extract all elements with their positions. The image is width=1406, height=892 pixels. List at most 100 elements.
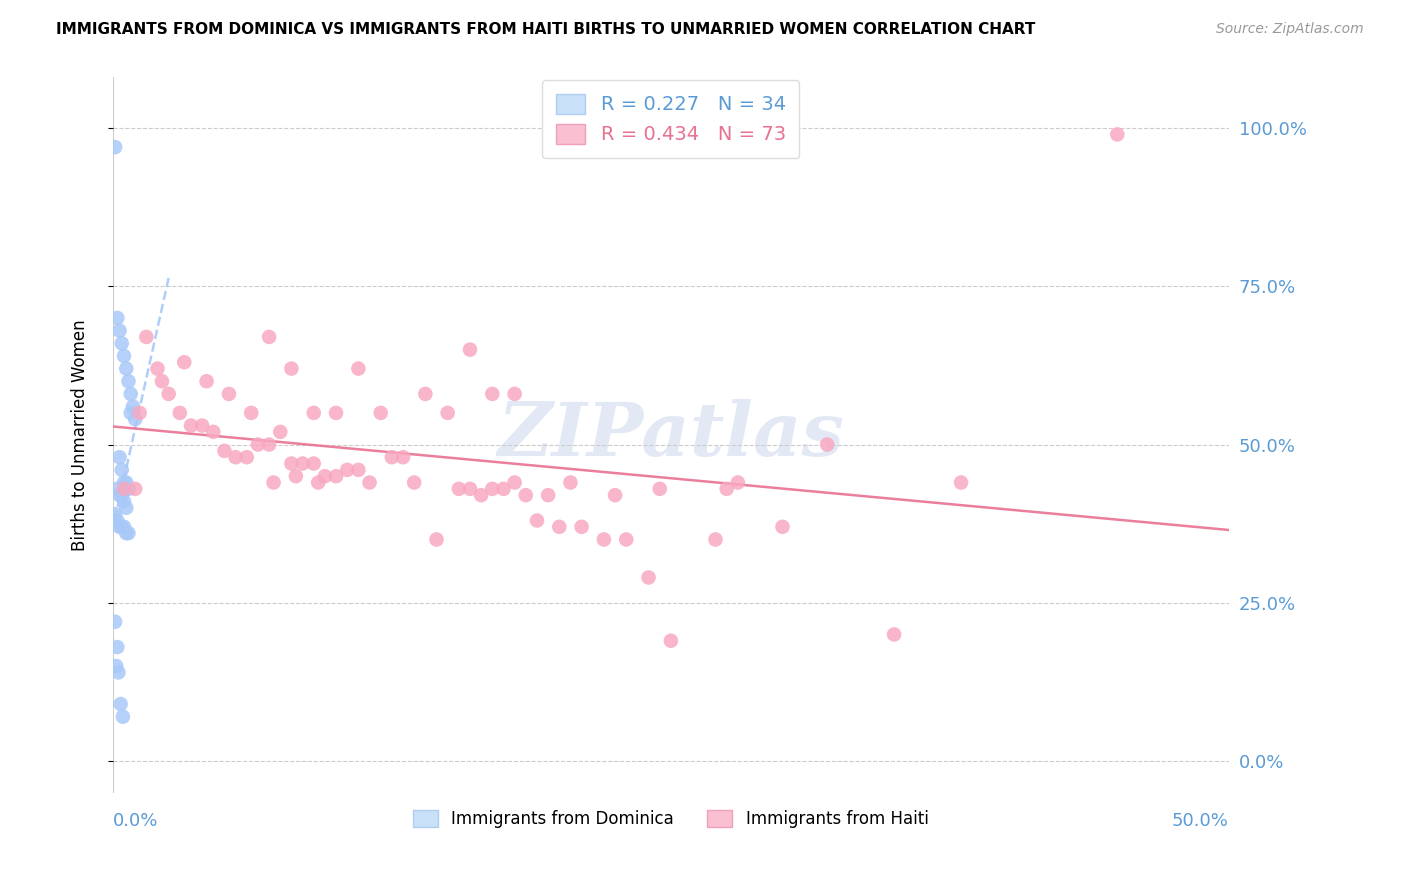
Point xyxy=(104,140,127,154)
Point xyxy=(110,697,132,711)
Point xyxy=(108,520,131,534)
Point xyxy=(336,463,359,477)
Point xyxy=(370,406,392,420)
Point xyxy=(108,324,131,338)
Point xyxy=(117,482,139,496)
Text: 0.0%: 0.0% xyxy=(112,812,159,830)
Point xyxy=(191,418,214,433)
Point xyxy=(105,310,128,325)
Point xyxy=(280,457,302,471)
Point xyxy=(481,482,503,496)
Point xyxy=(111,709,134,723)
Point xyxy=(481,387,503,401)
Point xyxy=(314,469,336,483)
Point xyxy=(503,387,526,401)
Point xyxy=(112,482,135,496)
Point xyxy=(105,640,128,654)
Point xyxy=(263,475,285,490)
Point xyxy=(302,406,325,420)
Point xyxy=(128,406,150,420)
Point xyxy=(883,627,905,641)
Point xyxy=(108,450,131,465)
Point xyxy=(291,457,314,471)
Point xyxy=(704,533,727,547)
Point xyxy=(347,361,370,376)
Point xyxy=(236,450,259,465)
Point xyxy=(240,406,263,420)
Point xyxy=(727,475,749,490)
Point xyxy=(415,387,437,401)
Point xyxy=(214,443,236,458)
Point xyxy=(571,520,593,534)
Point xyxy=(269,425,291,439)
Point xyxy=(108,488,131,502)
Point xyxy=(404,475,426,490)
Point xyxy=(202,425,225,439)
Point xyxy=(195,374,218,388)
Point xyxy=(112,494,135,508)
Point xyxy=(772,520,794,534)
Point xyxy=(169,406,191,420)
Point xyxy=(115,526,138,541)
Point xyxy=(307,475,329,490)
Point xyxy=(218,387,240,401)
Point xyxy=(637,570,659,584)
Point xyxy=(150,374,173,388)
Point xyxy=(157,387,180,401)
Point xyxy=(135,330,157,344)
Point xyxy=(284,469,307,483)
Point xyxy=(347,463,370,477)
Y-axis label: Births to Unmarried Women: Births to Unmarried Women xyxy=(72,319,89,551)
Point xyxy=(115,361,138,376)
Point xyxy=(526,514,548,528)
Point xyxy=(381,450,404,465)
Point xyxy=(503,475,526,490)
Point xyxy=(115,475,138,490)
Point xyxy=(325,469,347,483)
Point xyxy=(280,361,302,376)
Point xyxy=(107,665,129,680)
Point xyxy=(105,659,128,673)
Point xyxy=(117,374,139,388)
Point xyxy=(124,482,146,496)
Text: Source: ZipAtlas.com: Source: ZipAtlas.com xyxy=(1216,22,1364,37)
Point xyxy=(392,450,415,465)
Point xyxy=(470,488,492,502)
Point xyxy=(120,387,142,401)
Point xyxy=(120,406,142,420)
Point xyxy=(614,533,637,547)
Point xyxy=(603,488,626,502)
Point xyxy=(492,482,515,496)
Point xyxy=(447,482,470,496)
Point xyxy=(111,463,134,477)
Point xyxy=(104,507,127,521)
Point xyxy=(104,615,127,629)
Point xyxy=(117,526,139,541)
Point xyxy=(124,412,146,426)
Point xyxy=(548,520,571,534)
Point xyxy=(302,457,325,471)
Text: ZIPatlas: ZIPatlas xyxy=(498,399,845,471)
Point xyxy=(458,343,481,357)
Point xyxy=(146,361,169,376)
Point xyxy=(458,482,481,496)
Point xyxy=(111,488,134,502)
Point xyxy=(537,488,560,502)
Point xyxy=(111,520,134,534)
Point xyxy=(112,520,135,534)
Legend: Immigrants from Dominica, Immigrants from Haiti: Immigrants from Dominica, Immigrants fro… xyxy=(406,803,935,834)
Point xyxy=(815,437,838,451)
Point xyxy=(659,633,682,648)
Text: IMMIGRANTS FROM DOMINICA VS IMMIGRANTS FROM HAITI BIRTHS TO UNMARRIED WOMEN CORR: IMMIGRANTS FROM DOMINICA VS IMMIGRANTS F… xyxy=(56,22,1036,37)
Point xyxy=(716,482,738,496)
Point xyxy=(436,406,458,420)
Point xyxy=(246,437,269,451)
Point xyxy=(560,475,582,490)
Point xyxy=(1107,128,1129,142)
Point xyxy=(648,482,671,496)
Point xyxy=(105,514,128,528)
Point xyxy=(325,406,347,420)
Text: 50.0%: 50.0% xyxy=(1173,812,1229,830)
Point xyxy=(425,533,447,547)
Point xyxy=(173,355,195,369)
